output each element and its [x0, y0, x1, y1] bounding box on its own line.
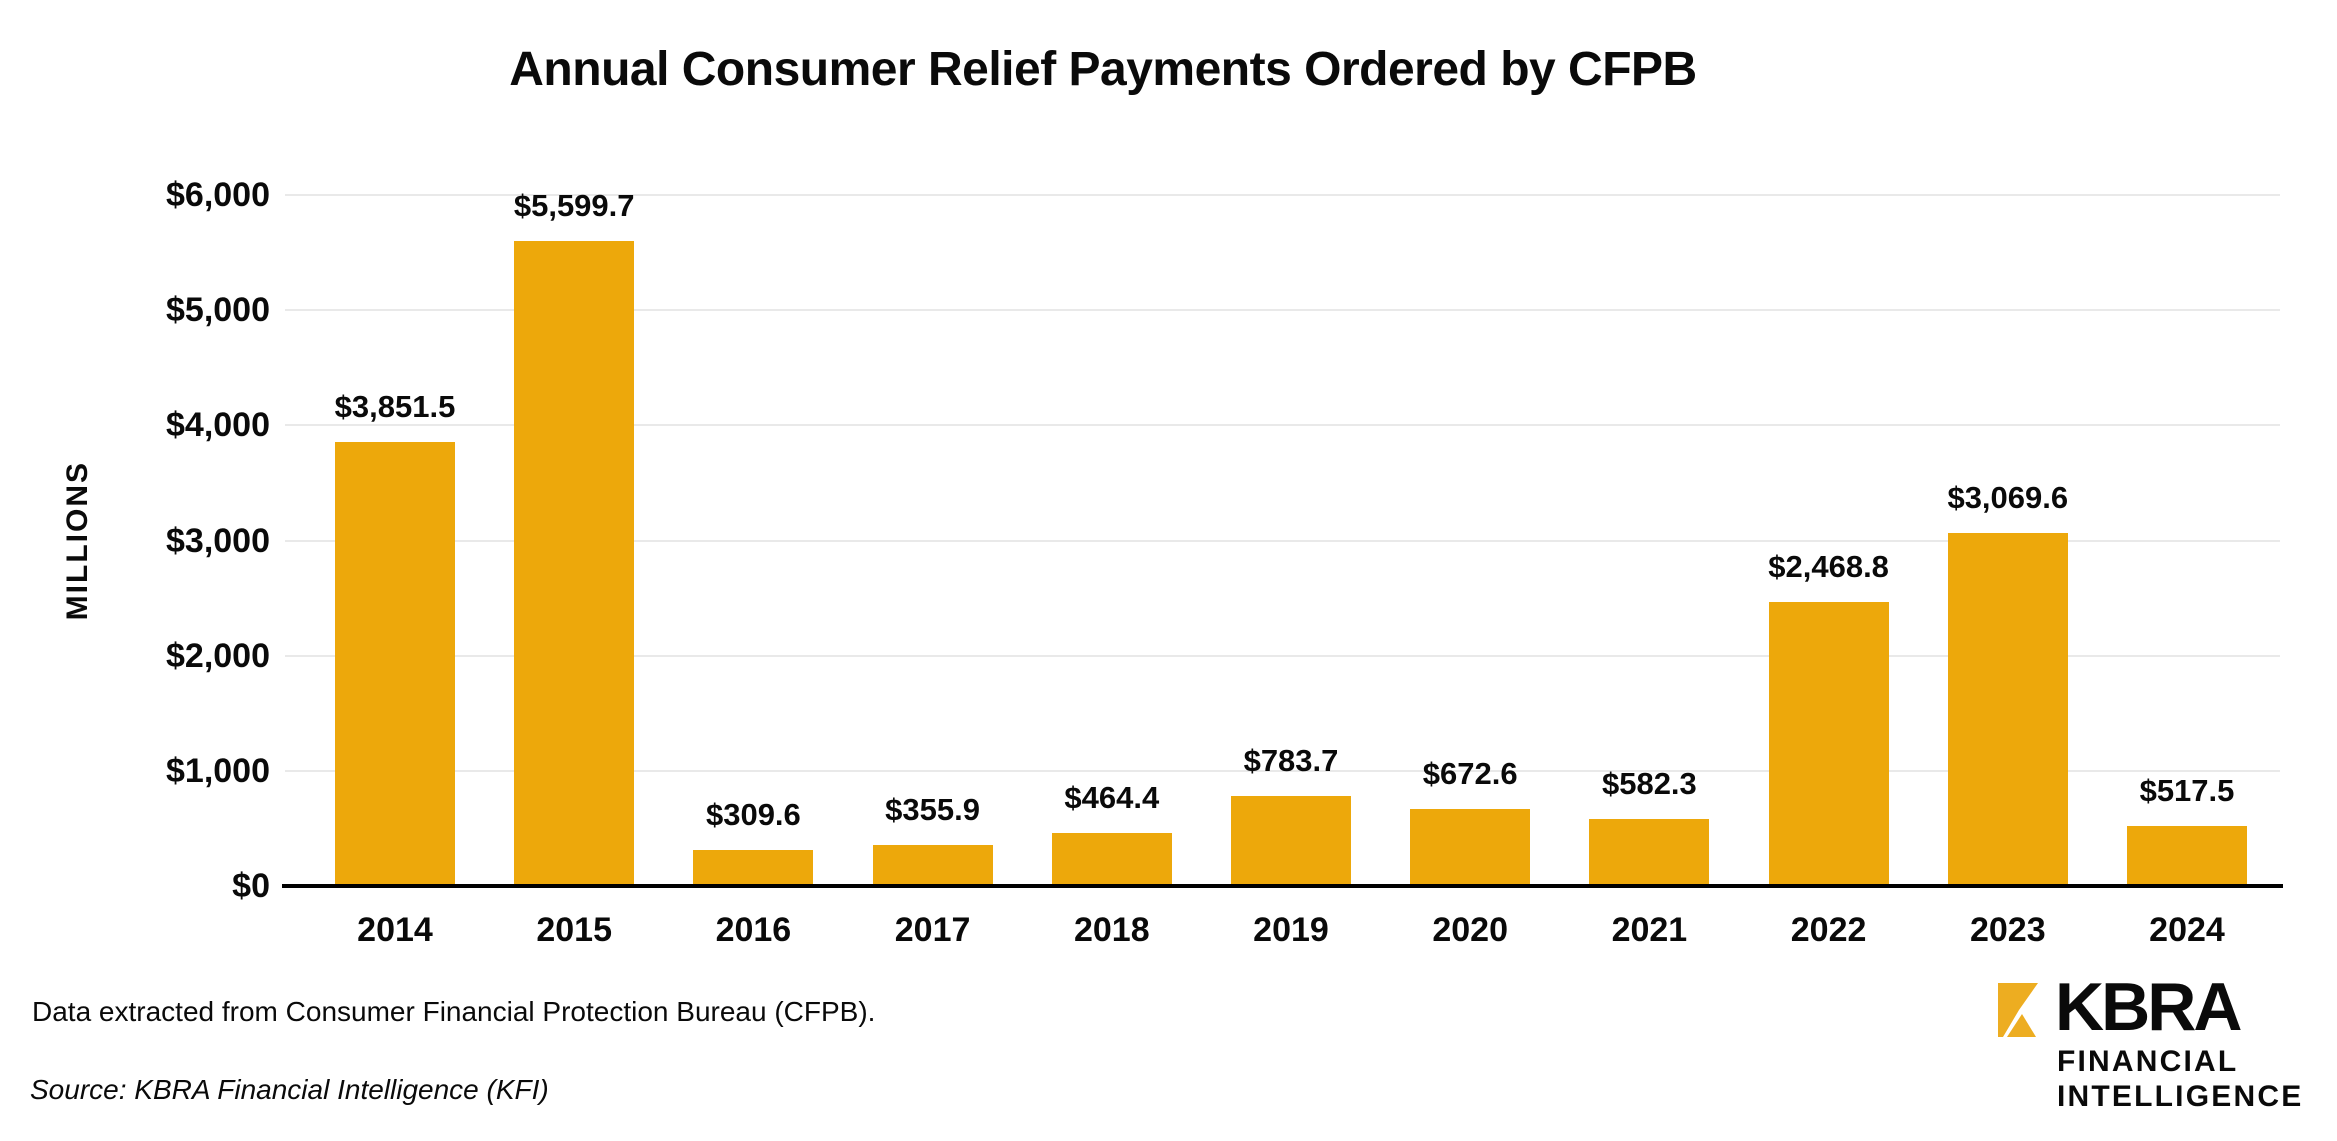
bar-value-label: $783.7 — [1243, 742, 1339, 778]
x-tick-label: 2016 — [715, 911, 792, 949]
x-tick-label: 2021 — [1611, 911, 1688, 949]
bar-2016 — [693, 850, 814, 886]
bar-value-label: $309.6 — [705, 797, 801, 833]
y-tick-label: $5,000 — [166, 291, 270, 330]
bar-value-label: $3,851.5 — [334, 389, 456, 425]
x-axis-line — [282, 884, 2283, 888]
gridline — [285, 539, 2280, 542]
source-note: Source: KBRA Financial Intelligence (KFI… — [30, 1074, 549, 1105]
bar-value-label: $355.9 — [885, 792, 980, 828]
y-tick-label: $2,000 — [166, 636, 270, 675]
footnote: Data extracted from Consumer Financial P… — [32, 996, 876, 1027]
x-tick-label: 2022 — [1790, 911, 1867, 949]
kbra-wordmark: KBRA — [2055, 969, 2242, 1045]
y-tick-label: $3,000 — [166, 521, 270, 560]
bar-2022 — [1768, 601, 1889, 886]
gridline — [285, 654, 2280, 657]
gridline — [285, 769, 2280, 772]
bar-value-label: $3,069.6 — [1947, 479, 2069, 515]
kbra-financial-label: FINANCIAL — [2057, 1045, 2239, 1078]
bar-2019 — [1231, 795, 1351, 886]
bar-value-label: $5,599.7 — [513, 188, 635, 224]
bar-value-label: $672.6 — [1422, 755, 1518, 791]
gridline — [285, 424, 2280, 427]
x-tick-label: 2020 — [1432, 911, 1508, 949]
bar-2021 — [1589, 818, 1710, 886]
plot-area: $3,851.5 2014 $5,599.7 2015 $309.6 2016 $355.9… — [282, 189, 2283, 949]
x-tick-label: 2024 — [2149, 911, 2225, 949]
y-tick-label: $4,000 — [166, 406, 270, 445]
gridline — [285, 309, 2280, 312]
bar-value-label: $464.4 — [1064, 779, 1160, 815]
y-tick-label: $1,000 — [166, 751, 270, 790]
y-tick-label: $6,000 — [166, 176, 270, 214]
gridline — [285, 194, 2280, 196]
x-tick-label: 2018 — [1073, 911, 1150, 949]
bar-value-label: $2,468.8 — [1768, 548, 1889, 584]
bar-2018 — [1051, 832, 1172, 886]
bar-2014 — [335, 442, 455, 886]
y-tick-labels: $0 $1,000 $2,000 $3,000 $4,000 $5,000 $6,000 — [0, 178, 270, 903]
x-tick-label: 2015 — [536, 911, 612, 949]
chart-title: Annual Consumer Relief Payments Ordered … — [509, 43, 1697, 96]
bar-2017 — [872, 845, 993, 886]
x-tick-label: 2014 — [357, 911, 433, 949]
kbra-logo: KBRA FINANCIAL INTELLIGENCE — [1998, 973, 2328, 1123]
bar-2015 — [514, 241, 635, 886]
y-tick-label: $0 — [232, 867, 270, 905]
kbra-intelligence-label: INTELLIGENCE — [2057, 1080, 2304, 1113]
bar-value-label: $517.5 — [2139, 773, 2235, 809]
kbra-mark-icon — [1998, 983, 2038, 1037]
bar-2024 — [2127, 826, 2247, 886]
x-tick-label: 2019 — [1253, 911, 1329, 949]
bar-value-label: $582.3 — [1601, 765, 1697, 801]
bar-2023 — [1947, 532, 2068, 886]
x-tick-label: 2017 — [894, 911, 971, 949]
bar-2020 — [1410, 808, 1531, 886]
x-tick-label: 2023 — [1969, 911, 2046, 949]
